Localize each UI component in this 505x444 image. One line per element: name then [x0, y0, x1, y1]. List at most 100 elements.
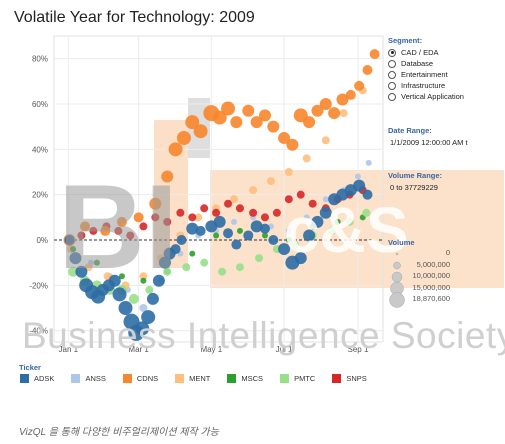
point-snps[interactable]: [77, 231, 86, 240]
point-anss[interactable]: [285, 227, 292, 234]
point-snps[interactable]: [163, 217, 172, 226]
date-range-value[interactable]: 1/1/2009 12:00:00 AM t: [390, 138, 468, 147]
point-adsk[interactable]: [108, 274, 121, 287]
point-adsk[interactable]: [186, 222, 199, 235]
point-adsk[interactable]: [75, 265, 88, 278]
point-adsk[interactable]: [250, 220, 263, 233]
point-adsk[interactable]: [170, 244, 181, 255]
point-adsk[interactable]: [319, 206, 332, 219]
point-snps[interactable]: [296, 190, 305, 199]
point-adsk[interactable]: [152, 274, 165, 287]
point-pmtc[interactable]: [200, 258, 209, 267]
point-adsk[interactable]: [141, 310, 156, 325]
legend-item-pmtc[interactable]: PMTC: [280, 374, 315, 383]
point-mscs[interactable]: [334, 218, 341, 225]
point-adsk[interactable]: [294, 252, 307, 265]
point-cdns[interactable]: [362, 65, 373, 75]
point-ment[interactable]: [284, 168, 293, 176]
point-ment[interactable]: [321, 136, 330, 145]
point-adsk[interactable]: [135, 321, 150, 336]
point-snps[interactable]: [176, 208, 185, 217]
point-cdns[interactable]: [286, 138, 299, 151]
point-adsk[interactable]: [353, 179, 366, 192]
point-cdns[interactable]: [311, 104, 324, 117]
point-cdns[interactable]: [354, 80, 365, 91]
point-cdns[interactable]: [168, 142, 183, 157]
legend-item-cdns[interactable]: CDNS: [122, 374, 158, 383]
point-mscs[interactable]: [236, 227, 243, 234]
point-snps[interactable]: [308, 199, 317, 208]
point-cdns[interactable]: [328, 107, 341, 120]
point-ment[interactable]: [139, 272, 148, 281]
point-pmtc[interactable]: [145, 285, 154, 294]
point-snps[interactable]: [235, 204, 244, 213]
point-snps[interactable]: [272, 208, 281, 217]
point-adsk[interactable]: [311, 215, 324, 228]
point-cdns[interactable]: [212, 110, 227, 125]
point-cdns[interactable]: [185, 115, 200, 130]
point-snps[interactable]: [89, 226, 98, 235]
point-anss[interactable]: [354, 173, 361, 180]
point-ment[interactable]: [266, 177, 275, 186]
point-pmtc[interactable]: [182, 263, 191, 272]
point-pmtc[interactable]: [362, 208, 371, 217]
point-snps[interactable]: [188, 213, 197, 222]
point-ment[interactable]: [249, 186, 258, 195]
point-pmtc[interactable]: [345, 217, 354, 226]
point-mscs[interactable]: [118, 273, 125, 280]
point-cdns[interactable]: [116, 216, 127, 227]
radio-button[interactable]: [388, 70, 396, 79]
point-adsk[interactable]: [231, 239, 242, 250]
segment-option[interactable]: Infrastructure: [388, 80, 503, 91]
point-mscs[interactable]: [213, 232, 220, 239]
legend-item-adsk[interactable]: ADSK: [20, 374, 54, 383]
point-pmtc[interactable]: [218, 267, 227, 276]
point-mscs[interactable]: [70, 246, 77, 253]
point-cdns[interactable]: [267, 120, 280, 133]
point-snps[interactable]: [224, 199, 233, 208]
point-adsk[interactable]: [243, 230, 254, 241]
legend-item-mscs[interactable]: MSCS: [227, 374, 263, 383]
point-snps[interactable]: [151, 213, 160, 222]
point-cdns[interactable]: [345, 89, 356, 100]
point-cdns[interactable]: [242, 104, 255, 117]
radio-button[interactable]: [388, 59, 396, 68]
point-cdns[interactable]: [133, 212, 144, 223]
point-adsk[interactable]: [303, 229, 316, 242]
point-cdns[interactable]: [230, 116, 243, 129]
point-adsk[interactable]: [112, 287, 127, 302]
point-anss[interactable]: [139, 304, 148, 312]
legend-item-anss[interactable]: ANSS: [71, 374, 106, 383]
volume-range-value[interactable]: 0 to 37729229: [390, 183, 438, 192]
point-anss[interactable]: [322, 196, 329, 203]
point-mscs[interactable]: [285, 237, 292, 243]
point-anss[interactable]: [230, 218, 237, 225]
point-anss[interactable]: [365, 159, 372, 166]
point-pmtc[interactable]: [290, 240, 299, 249]
point-adsk[interactable]: [278, 243, 291, 256]
point-adsk[interactable]: [64, 235, 75, 245]
point-adsk[interactable]: [69, 252, 82, 265]
point-adsk[interactable]: [176, 235, 187, 245]
point-ment[interactable]: [229, 195, 238, 204]
point-snps[interactable]: [114, 226, 123, 235]
point-adsk[interactable]: [268, 235, 279, 245]
point-pmtc[interactable]: [327, 226, 336, 235]
point-cdns[interactable]: [221, 101, 236, 116]
point-cdns[interactable]: [161, 170, 174, 183]
point-adsk[interactable]: [146, 292, 159, 305]
point-snps[interactable]: [200, 204, 209, 213]
radio-button[interactable]: [388, 81, 396, 90]
point-mscs[interactable]: [93, 259, 100, 266]
legend-item-ment[interactable]: MENT: [175, 374, 210, 383]
point-mscs[interactable]: [140, 277, 147, 284]
point-cdns[interactable]: [336, 93, 349, 106]
point-cdns[interactable]: [303, 116, 316, 129]
point-pmtc[interactable]: [255, 254, 264, 263]
point-cdns[interactable]: [258, 109, 271, 122]
point-pmtc[interactable]: [235, 263, 244, 272]
point-cdns[interactable]: [319, 98, 332, 110]
point-snps[interactable]: [212, 208, 221, 217]
point-cdns[interactable]: [149, 197, 162, 210]
point-cdns[interactable]: [193, 124, 208, 139]
